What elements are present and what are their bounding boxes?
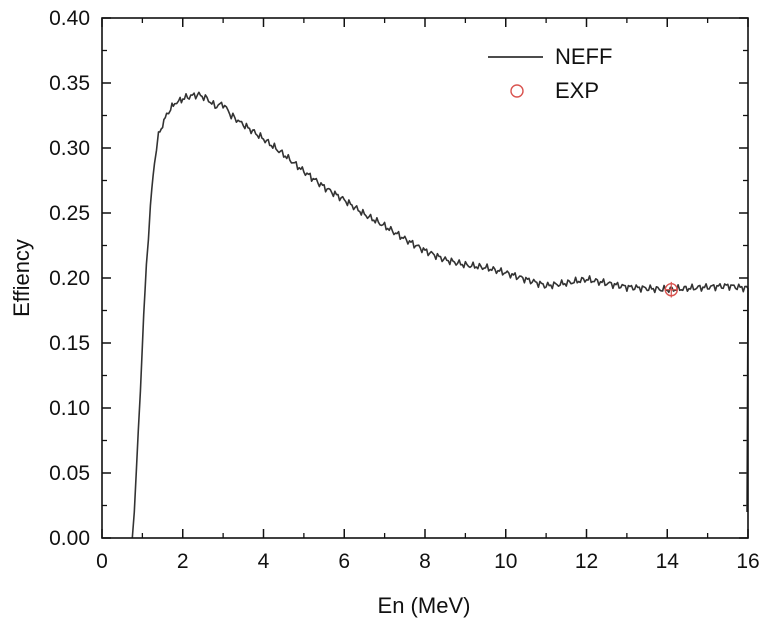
x-axis-title: En (MeV) xyxy=(378,593,471,618)
x-tick-label: 0 xyxy=(96,550,108,573)
y-tick-label: 0.35 xyxy=(49,72,90,95)
y-axis-title: Effiency xyxy=(9,239,34,317)
x-tick-label: 16 xyxy=(736,550,759,573)
legend-exp-marker xyxy=(510,84,524,98)
series-line-neff xyxy=(131,91,749,539)
x-tick-label: 4 xyxy=(258,550,270,573)
exp-data-point xyxy=(664,283,678,297)
x-tick-label: 2 xyxy=(177,550,189,573)
y-tick-label: 0.25 xyxy=(49,202,90,225)
x-tick-label: 10 xyxy=(494,550,517,573)
y-axis-ticks: 0.00 0.05 0.10 0.15 0.20 0.25 0.30 0.35 0.40 xyxy=(49,7,748,550)
y-tick-label: 0.15 xyxy=(49,332,90,355)
x-tick-label: 14 xyxy=(656,550,680,573)
x-tick-label: 6 xyxy=(338,550,350,573)
y-tick-label: 0.40 xyxy=(49,7,90,30)
y-tick-label: 0.00 xyxy=(49,527,90,550)
y-tick-label: 0.30 xyxy=(49,137,90,160)
y-tick-label: 0.20 xyxy=(49,267,90,290)
x-axis-ticks: 0 2 4 6 8 10 12 14 16 xyxy=(96,18,760,573)
y-tick-label: 0.10 xyxy=(49,397,90,420)
plot-frame xyxy=(101,17,749,539)
series-layer xyxy=(131,91,749,539)
y-tick-label: 0.05 xyxy=(49,462,90,485)
legend: NEFF EXP xyxy=(488,44,612,103)
legend-exp-label: EXP xyxy=(555,78,599,103)
legend-neff-label: NEFF xyxy=(555,44,612,69)
x-tick-label: 12 xyxy=(575,550,598,573)
x-tick-label: 8 xyxy=(419,550,431,573)
